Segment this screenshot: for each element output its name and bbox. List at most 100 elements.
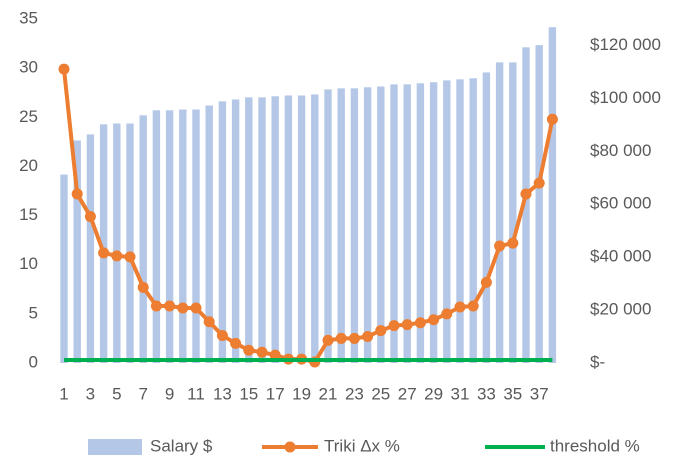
x-tick-label: 27 — [398, 384, 417, 403]
x-tick-label: 25 — [371, 384, 390, 403]
x-tick-label: 1 — [59, 384, 68, 403]
marker — [362, 330, 374, 342]
x-tick-label: 17 — [266, 384, 285, 403]
bar — [284, 95, 293, 363]
marker — [124, 251, 136, 263]
x-tick-label: 11 — [187, 384, 205, 403]
bar — [73, 140, 81, 363]
bar — [416, 83, 425, 363]
bar — [495, 62, 504, 364]
x-tick-label: 19 — [292, 384, 311, 403]
marker — [322, 334, 334, 346]
marker — [269, 349, 281, 361]
bar — [456, 79, 464, 363]
y-tick-label: 5 — [29, 303, 38, 322]
bar — [443, 80, 451, 363]
marker — [507, 237, 519, 249]
bar — [535, 45, 543, 363]
legend-label: Triki Δx % — [324, 436, 400, 455]
bar — [179, 109, 187, 363]
line — [62, 68, 555, 365]
bar — [482, 72, 491, 364]
marker — [164, 300, 176, 312]
legend-label: Salary $ — [150, 436, 213, 455]
bar — [192, 109, 200, 363]
marker — [414, 317, 426, 329]
bar — [363, 87, 372, 364]
marker — [428, 314, 440, 326]
bar — [324, 89, 332, 363]
bar — [297, 95, 306, 363]
bar — [165, 110, 174, 364]
x-tick-label: 21 — [319, 384, 338, 403]
marker — [230, 337, 242, 349]
x-tick-label: 35 — [503, 384, 522, 403]
marker — [375, 325, 387, 337]
bar — [522, 47, 530, 364]
bar — [377, 86, 385, 363]
y-tick-label: 0 — [29, 352, 38, 371]
marker — [454, 301, 466, 313]
x-tick-label: 29 — [424, 384, 443, 403]
bar — [509, 62, 517, 364]
legend-marker — [284, 441, 296, 453]
marker — [533, 177, 545, 189]
bar — [350, 88, 359, 364]
x-tick-label: 5 — [112, 384, 121, 403]
x-tick-label: 9 — [165, 384, 174, 403]
y2-tick-label: $- — [590, 352, 605, 371]
bar — [139, 115, 147, 363]
bar — [113, 123, 121, 364]
marker — [177, 302, 189, 314]
x-tick-label: 3 — [86, 384, 95, 403]
bar — [337, 88, 345, 364]
marker — [335, 332, 347, 344]
y-tick-label: 35 — [19, 8, 38, 27]
y2-tick-label: $80 000 — [590, 141, 651, 160]
legend-label: threshold % — [550, 436, 640, 455]
y-tick-label: 30 — [19, 58, 38, 77]
y-tick-label: 15 — [19, 205, 38, 224]
bar — [205, 105, 213, 363]
bar — [311, 94, 319, 364]
x-tick-label: 33 — [477, 384, 496, 403]
y-tick-label: 20 — [19, 156, 38, 175]
marker — [494, 240, 506, 252]
y2-tick-label: $60 000 — [590, 194, 651, 213]
marker — [84, 211, 96, 223]
marker — [150, 300, 162, 312]
marker — [348, 332, 360, 344]
marker — [256, 346, 268, 358]
y-tick-label: 10 — [19, 254, 38, 273]
bar — [152, 110, 161, 364]
legend-swatch — [88, 439, 142, 455]
x-tick-label: 23 — [345, 384, 364, 403]
bar — [258, 97, 266, 363]
marker — [243, 344, 255, 356]
bar — [218, 101, 227, 364]
marker — [388, 320, 400, 332]
marker — [546, 113, 558, 125]
marker — [98, 247, 110, 259]
bar — [271, 96, 279, 363]
y-tick-label: 25 — [19, 107, 38, 126]
marker — [137, 281, 149, 293]
marker — [216, 329, 228, 341]
x-tick-label: 37 — [530, 384, 549, 403]
x-tick-label: 15 — [239, 384, 258, 403]
marker — [401, 319, 413, 331]
marker — [441, 308, 453, 320]
marker — [520, 188, 532, 200]
x-tick-label: 13 — [213, 384, 232, 403]
bar — [429, 82, 438, 364]
bar — [403, 84, 411, 364]
y2-tick-label: $120 000 — [590, 35, 661, 54]
x-tick-label: 7 — [138, 384, 147, 403]
y2-tick-label: $100 000 — [590, 88, 661, 107]
marker — [203, 316, 215, 328]
bar — [245, 97, 253, 363]
bar — [99, 124, 108, 363]
bar — [86, 134, 95, 363]
marker — [190, 302, 202, 314]
